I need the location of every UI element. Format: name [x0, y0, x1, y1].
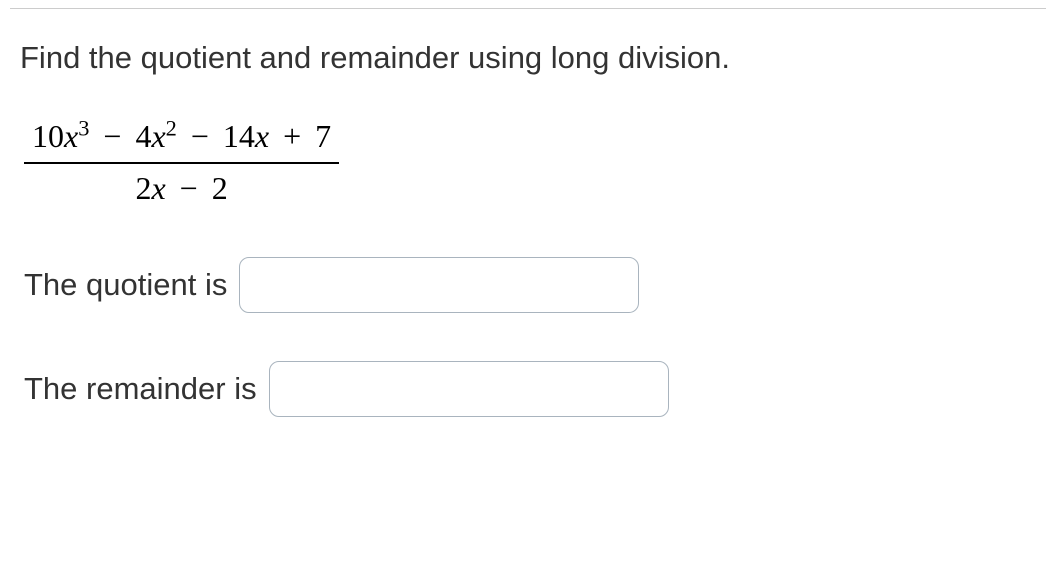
quotient-row: The quotient is: [24, 257, 1036, 313]
den-t1-coef: 2: [135, 170, 151, 206]
num-t3-var: x: [255, 118, 269, 154]
num-t2-exp: 2: [166, 115, 177, 140]
prompt-text: Find the quotient and remainder using lo…: [20, 40, 1036, 76]
remainder-input[interactable]: [269, 361, 669, 417]
den-op1: −: [174, 170, 204, 206]
num-t2-var: x: [151, 118, 165, 154]
quotient-input[interactable]: [239, 257, 639, 313]
num-t3-coef: 14: [223, 118, 255, 154]
quotient-label: The quotient is: [24, 267, 227, 303]
num-op1: −: [97, 118, 127, 154]
den-t2-coef: 2: [212, 170, 228, 206]
remainder-row: The remainder is: [24, 361, 1036, 417]
num-op2: −: [185, 118, 215, 154]
num-op3: +: [277, 118, 307, 154]
num-t1-coef: 10: [32, 118, 64, 154]
num-t1-var: x: [64, 118, 78, 154]
numerator: 10x3 − 4x2 − 14x + 7: [24, 116, 339, 164]
denominator: 2x − 2: [24, 164, 339, 210]
question-content: Find the quotient and remainder using lo…: [0, 0, 1056, 485]
remainder-label: The remainder is: [24, 371, 257, 407]
math-expression: 10x3 − 4x2 − 14x + 7 2x − 2: [24, 116, 339, 209]
num-t2-coef: 4: [135, 118, 151, 154]
den-t1-var: x: [151, 170, 165, 206]
num-t1-exp: 3: [78, 115, 89, 140]
divider-top: [10, 8, 1046, 9]
num-t4-coef: 7: [315, 118, 331, 154]
